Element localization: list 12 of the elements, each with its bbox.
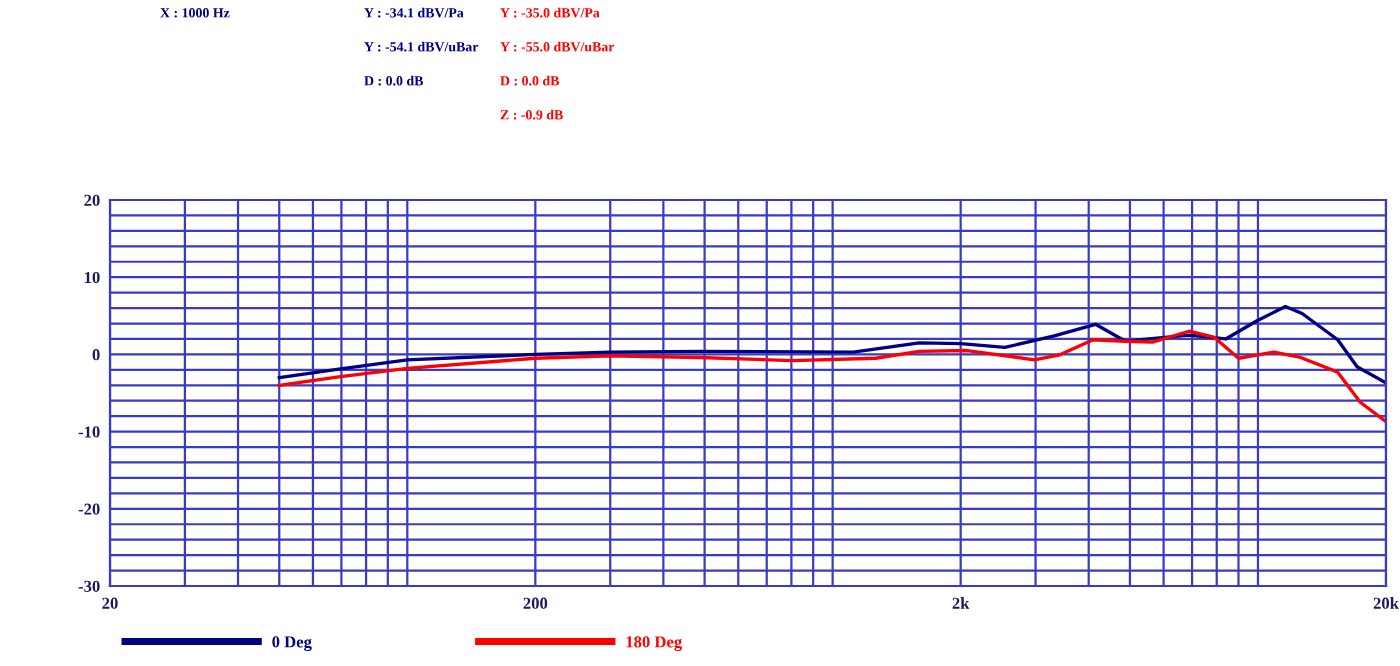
y-tick-label: -30 <box>78 580 100 592</box>
x-tick-label: 200 <box>523 597 548 609</box>
text: 180 Deg <box>626 636 683 651</box>
y-tick-label: -10 <box>78 426 100 438</box>
y-tick-label: 10 <box>84 271 100 284</box>
y-tick-label: -20 <box>78 503 100 515</box>
y-tick-label: 20 <box>84 194 100 206</box>
text: 0 Deg <box>272 636 312 651</box>
y-tick-label: 0 <box>92 349 100 361</box>
x-tick-label: 20 <box>102 597 118 609</box>
x-tick-label: 20k <box>1373 597 1399 609</box>
x-tick-label: 2k <box>952 597 970 609</box>
